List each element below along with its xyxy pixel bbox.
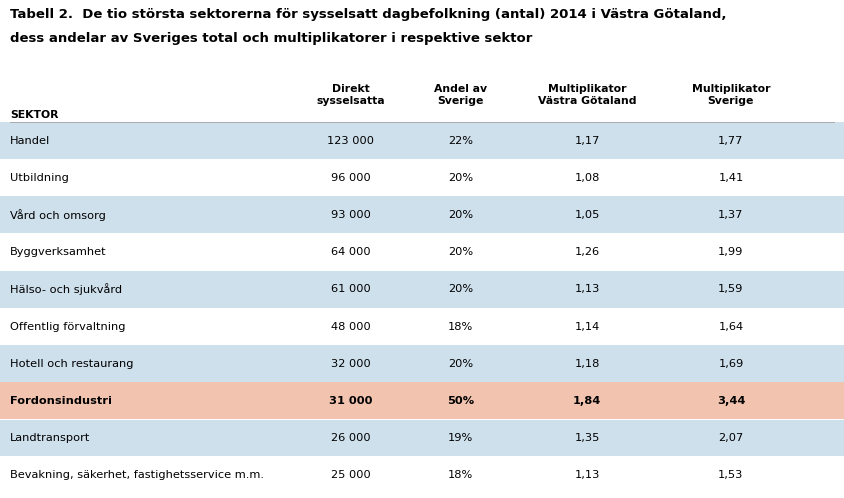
Text: 1,99: 1,99 (717, 247, 743, 257)
Text: Fordonsindustri: Fordonsindustri (10, 396, 112, 406)
Text: 25 000: 25 000 (330, 471, 371, 481)
Text: 32 000: 32 000 (330, 359, 371, 369)
Text: 1,53: 1,53 (717, 471, 743, 481)
Text: Landtransport: Landtransport (10, 433, 90, 443)
Text: Andel av
Sverige: Andel av Sverige (434, 84, 486, 106)
Text: Bevakning, säkerhet, fastighetsservice m.m.: Bevakning, säkerhet, fastighetsservice m… (10, 471, 264, 481)
Text: 20%: 20% (447, 173, 473, 183)
Text: Handel: Handel (10, 135, 51, 145)
Text: Multiplikator
Västra Götaland: Multiplikator Västra Götaland (538, 84, 636, 106)
Text: Hälso- och sjukvård: Hälso- och sjukvård (10, 283, 122, 295)
Text: 19%: 19% (447, 433, 473, 443)
Text: 1,18: 1,18 (574, 359, 599, 369)
Text: 1,59: 1,59 (717, 284, 743, 294)
Text: 1,17: 1,17 (574, 135, 599, 145)
Text: 22%: 22% (447, 135, 473, 145)
Text: 1,14: 1,14 (574, 322, 599, 332)
Text: 1,35: 1,35 (574, 433, 599, 443)
Text: 1,41: 1,41 (717, 173, 743, 183)
Text: Tabell 2.  De tio största sektorerna för sysselsatt dagbefolkning (antal) 2014 i: Tabell 2. De tio största sektorerna för … (10, 8, 726, 21)
Text: Direkt
sysselsatta: Direkt sysselsatta (316, 84, 385, 106)
Text: 50%: 50% (446, 396, 473, 406)
Text: 61 000: 61 000 (330, 284, 371, 294)
Text: 1,64: 1,64 (717, 322, 743, 332)
Text: Hotell och restaurang: Hotell och restaurang (10, 359, 133, 369)
Text: 1,13: 1,13 (574, 471, 599, 481)
Text: Multiplikator
Sverige: Multiplikator Sverige (691, 84, 769, 106)
Text: 93 000: 93 000 (330, 210, 371, 220)
Text: 1,13: 1,13 (574, 284, 599, 294)
Text: 1,37: 1,37 (717, 210, 743, 220)
Text: Utbildning: Utbildning (10, 173, 69, 183)
Text: 26 000: 26 000 (331, 433, 370, 443)
Text: 18%: 18% (447, 322, 473, 332)
Text: SEKTOR: SEKTOR (10, 110, 58, 120)
Text: Byggverksamhet: Byggverksamhet (10, 247, 106, 257)
Text: 2,07: 2,07 (717, 433, 743, 443)
Text: 20%: 20% (447, 210, 473, 220)
Text: 1,05: 1,05 (574, 210, 599, 220)
Text: 20%: 20% (447, 284, 473, 294)
Text: 3,44: 3,44 (716, 396, 744, 406)
Text: 1,08: 1,08 (574, 173, 599, 183)
Text: Offentlig förvaltning: Offentlig förvaltning (10, 322, 126, 332)
Text: 20%: 20% (447, 359, 473, 369)
Text: 64 000: 64 000 (331, 247, 370, 257)
Text: 1,26: 1,26 (574, 247, 599, 257)
Text: 20%: 20% (447, 247, 473, 257)
Text: 48 000: 48 000 (330, 322, 371, 332)
Text: Vård och omsorg: Vård och omsorg (10, 209, 106, 221)
Text: 31 000: 31 000 (328, 396, 372, 406)
Text: dess andelar av Sveriges total och multiplikatorer i respektive sektor: dess andelar av Sveriges total och multi… (10, 32, 532, 45)
Text: 18%: 18% (447, 471, 473, 481)
Text: 1,69: 1,69 (717, 359, 743, 369)
Text: 1,84: 1,84 (572, 396, 601, 406)
Text: 96 000: 96 000 (330, 173, 371, 183)
Text: 1,77: 1,77 (717, 135, 743, 145)
Text: 123 000: 123 000 (327, 135, 374, 145)
